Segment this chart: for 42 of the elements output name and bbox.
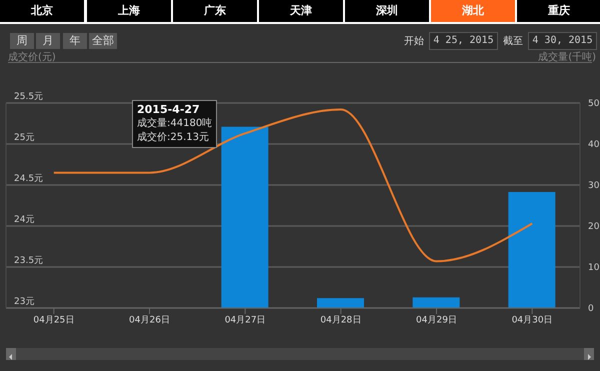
y-axis-title: 成交价(元) — [8, 50, 56, 64]
y-tick-label: 23元 — [14, 296, 34, 308]
text: 北京 — [0, 0, 84, 22]
x-tick-label: 04月29日 — [416, 315, 457, 326]
x-tick-label: 04月30日 — [512, 315, 553, 326]
bar — [317, 298, 364, 308]
y2-axis-title: 成交量(千吨) — [538, 50, 596, 64]
y2-tick-label: 0 — [588, 304, 594, 314]
annotation: 成交量:44180吨 — [137, 117, 212, 131]
y-tick-label: 24.5元 — [14, 173, 44, 184]
text: 月 — [36, 33, 60, 49]
text: 全部 — [89, 33, 117, 49]
y-tick-label: 23.5元 — [14, 255, 44, 266]
text: 年 — [63, 33, 87, 49]
bar — [508, 192, 556, 308]
text: 重庆 — [517, 0, 600, 22]
text: 广东 — [173, 0, 257, 22]
text: 开始 — [404, 35, 424, 48]
text: 周 — [10, 33, 34, 49]
y-tick-label: 25.5元 — [14, 91, 44, 102]
text: 深圳 — [345, 0, 429, 22]
text: 4 25, 2015 — [429, 32, 498, 50]
annotation: 成交价:25.13元 — [137, 131, 210, 145]
text: 4 30, 2015 — [528, 32, 597, 50]
x-tick-label: 04月26日 — [129, 315, 170, 326]
text: 湖北 — [431, 0, 515, 22]
text: 上海 — [87, 0, 171, 22]
y-tick-label: 24元 — [14, 214, 34, 226]
x-tick-label: 04月25日 — [33, 315, 74, 326]
bar — [412, 297, 460, 308]
text: 天津 — [259, 0, 343, 22]
x-tick-label: 04月28日 — [320, 315, 362, 326]
annotation: 2015-4-27 — [137, 103, 201, 117]
y2-tick-label: 30 — [588, 181, 600, 192]
x-tick-label: 04月27日 — [224, 315, 266, 326]
y2-tick-label: 10 — [588, 263, 600, 274]
y2-tick-label: 50 — [588, 99, 600, 110]
y2-tick-label: 20 — [588, 222, 600, 232]
text: 截至 — [503, 34, 523, 48]
y2-tick-label: 40 — [588, 140, 600, 150]
bar — [221, 126, 268, 308]
y-tick-label: 25元 — [14, 132, 34, 144]
